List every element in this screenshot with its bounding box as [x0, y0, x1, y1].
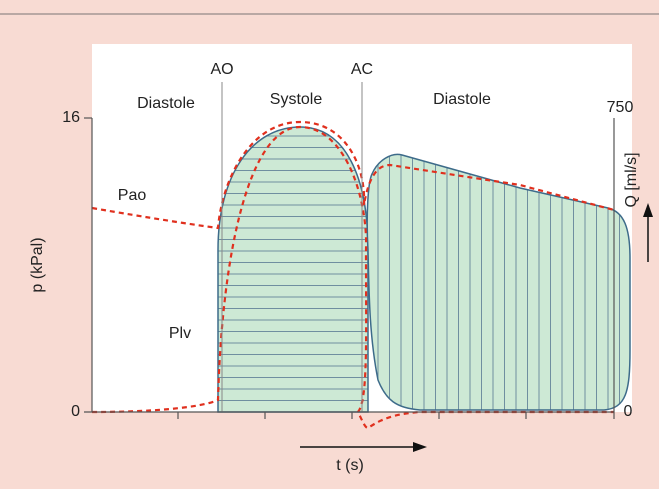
phase-label: Diastole — [433, 91, 491, 108]
aortic-pressure-curve — [91, 120, 615, 230]
right-tick-label: 0 — [624, 403, 633, 420]
axes — [84, 117, 615, 419]
time-axis-label: t (s) — [336, 457, 364, 474]
left-tick-label: 16 — [62, 109, 80, 126]
phase-label: Systole — [270, 91, 323, 108]
ventricular-pressure-curve — [91, 125, 614, 430]
right-tick-label: 750 — [607, 99, 634, 116]
ao-label: AO — [210, 61, 233, 78]
left-axis-label: p (kPal) — [29, 237, 46, 292]
curve-label: Plv — [169, 325, 191, 342]
systole-flow — [217, 126, 369, 413]
left-tick-label: 0 — [71, 403, 80, 420]
phase-label: Diastole — [137, 95, 195, 112]
arrows — [300, 203, 653, 452]
right-axis-label: Q [ml/s] — [623, 152, 640, 207]
ac-label: AC — [351, 61, 373, 78]
curve-label: Pao — [118, 187, 147, 204]
